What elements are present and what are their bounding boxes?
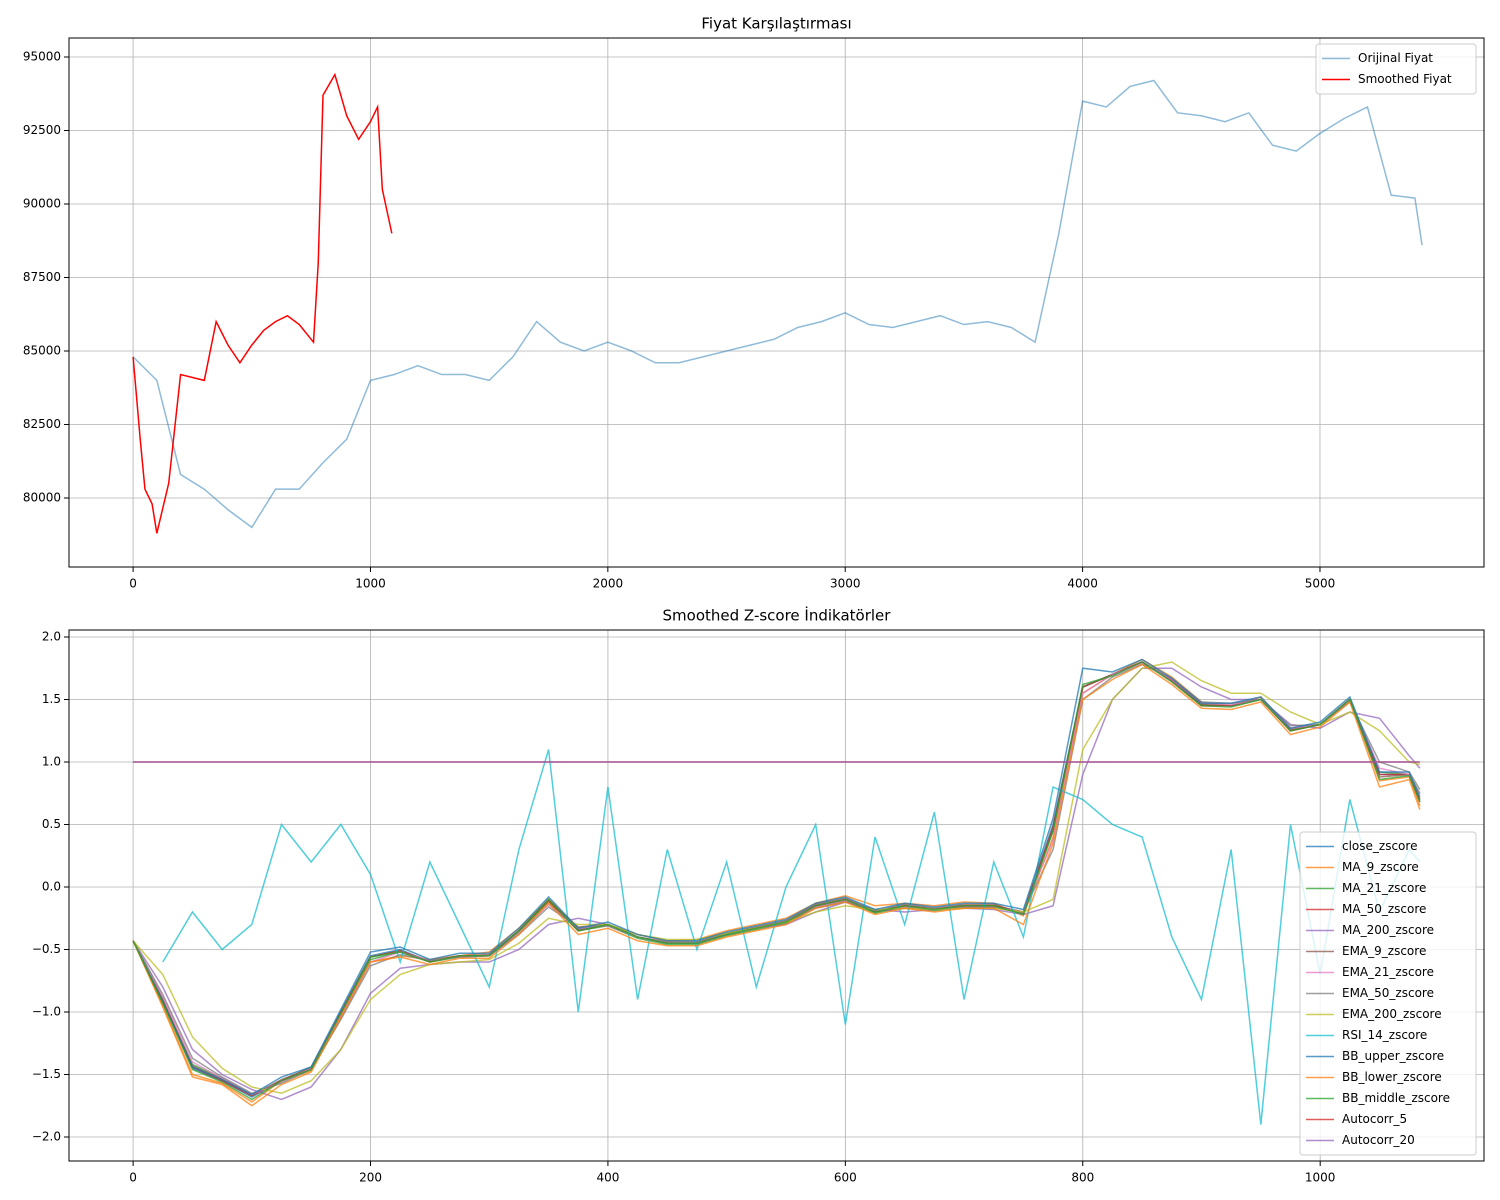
y-tick-label: 85000	[23, 343, 61, 357]
legend-box	[1315, 43, 1477, 95]
y-tick-label: −1.5	[32, 1067, 61, 1081]
series-line	[132, 661, 1421, 1098]
y-tick-label: 2.0	[42, 630, 61, 644]
chart-title: Smoothed Z-score İndikatörler	[663, 606, 892, 625]
legend-box	[1299, 831, 1477, 1156]
x-tick-label: 5000	[1305, 577, 1336, 591]
legend-label: MA_21_zscore	[1342, 881, 1426, 895]
series-line	[132, 663, 1421, 1107]
x-tick-label: 0	[129, 577, 137, 591]
legend: Orijinal Fiyat Smoothed Fiyat	[1315, 43, 1477, 95]
legend: close_zscore MA_9_zscore MA_21_zscore MA_50…	[1299, 831, 1477, 1156]
y-tick-label: 80000	[23, 490, 61, 504]
series-line	[132, 661, 1421, 1096]
series-line	[132, 661, 1421, 1095]
x-tick-label: 3000	[830, 577, 861, 591]
x-tick-label: 1000	[1305, 1171, 1336, 1185]
chart-title: Fiyat Karşılaştırması	[701, 15, 851, 33]
legend-label: BB_middle_zscore	[1342, 1091, 1450, 1105]
y-tick-label: −2.0	[32, 1130, 61, 1144]
axes: Smoothed Z-score İndikatörler 0 200 400 600 8…	[32, 606, 1485, 1185]
series-line	[132, 658, 1421, 1096]
legend-label: Autocorr_20	[1342, 1133, 1415, 1147]
legend-label: MA_200_zscore	[1342, 923, 1434, 937]
y-tick-label: 0.0	[42, 880, 61, 894]
series-line	[132, 662, 1421, 1096]
series-line	[132, 661, 1421, 1097]
legend-label: Orijinal Fiyat	[1358, 51, 1433, 65]
y-tick-label: −0.5	[32, 942, 61, 956]
plot-frame	[68, 37, 1485, 568]
legend-label: RSI_14_zscore	[1342, 1028, 1427, 1042]
series-line	[132, 658, 1421, 1103]
legend-label: EMA_50_zscore	[1342, 986, 1434, 1000]
x-tick-label: 600	[834, 1171, 857, 1185]
x-tick-label: 400	[596, 1171, 619, 1185]
y-tick-label: 87500	[23, 270, 61, 284]
x-tick-label: 0	[129, 1171, 137, 1185]
series-line	[132, 72, 393, 534]
axes: Fiyat Karşılaştırması 0 1000 2000 3000 4000 50…	[23, 15, 1485, 591]
plot-frame	[68, 629, 1485, 1162]
y-tick-label: 82500	[23, 417, 61, 431]
x-tick-label: 200	[359, 1171, 382, 1185]
y-tick-label: 92500	[23, 123, 61, 137]
series-line	[132, 661, 1421, 1101]
y-tick-label: −1.0	[32, 1005, 61, 1019]
series-line	[162, 749, 1421, 1125]
legend-label: Autocorr_5	[1342, 1112, 1407, 1126]
legend-label: EMA_9_zscore	[1342, 944, 1426, 958]
legend-label: MA_50_zscore	[1342, 902, 1426, 916]
legend-label: EMA_200_zscore	[1342, 1007, 1442, 1021]
y-tick-label: 95000	[23, 49, 61, 63]
series-line	[132, 667, 1421, 1101]
x-tick-label: 4000	[1067, 577, 1098, 591]
legend-label: BB_lower_zscore	[1342, 1070, 1442, 1084]
x-tick-label: 2000	[593, 577, 624, 591]
legend-label: close_zscore	[1342, 839, 1417, 853]
legend-label: Smoothed Fiyat	[1358, 72, 1452, 86]
legend-label: EMA_21_zscore	[1342, 965, 1434, 979]
x-tick-label: 800	[1071, 1171, 1094, 1185]
y-tick-label: 0.5	[42, 817, 61, 831]
series-line	[132, 663, 1421, 1095]
y-tick-label: 90000	[23, 196, 61, 210]
y-tick-label: 1.5	[42, 692, 61, 706]
x-tick-label: 1000	[355, 577, 386, 591]
legend-label: MA_9_zscore	[1342, 860, 1419, 874]
y-tick-label: 1.0	[42, 755, 61, 769]
legend-label: BB_upper_zscore	[1342, 1049, 1444, 1063]
series-line	[132, 661, 1421, 1097]
series-line	[132, 79, 1423, 529]
